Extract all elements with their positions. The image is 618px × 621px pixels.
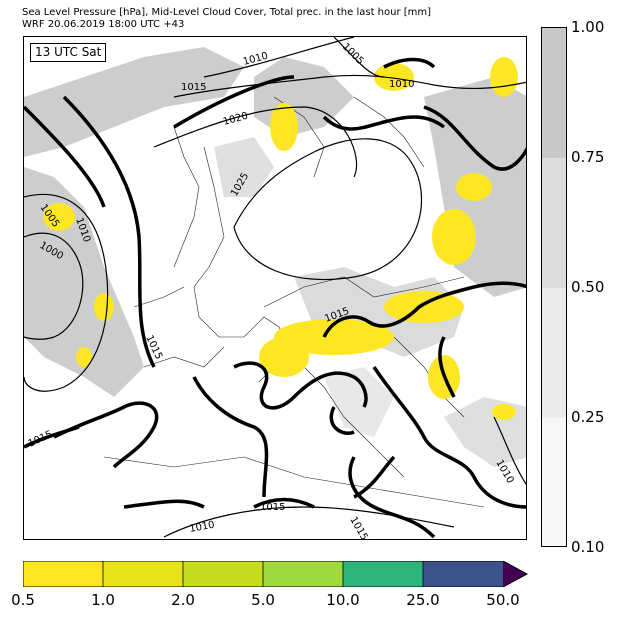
precip-colorbar-tick: 2.0	[171, 591, 195, 609]
isobars-thin	[24, 37, 526, 538]
cloud-colorbar-segment	[542, 288, 566, 418]
cloud-colorbar-tick: 0.50	[571, 278, 605, 296]
precip-colorbar-extend-arrow	[503, 561, 527, 587]
isobar-label: 1015	[181, 82, 206, 93]
isobar-label: 1010	[389, 79, 414, 90]
cloud-colorbar-segment	[542, 158, 566, 288]
precipitation-colorbar	[23, 561, 529, 587]
precipitation-layer	[43, 57, 518, 420]
cloud-cover-colorbar	[541, 27, 567, 547]
chart-subtitle: WRF 20.06.2019 18:00 UTC +43	[22, 19, 185, 30]
isobar-label: 1010	[189, 520, 216, 535]
isobar-label: 1015	[347, 515, 369, 540]
precip-colorbar-tick: 5.0	[251, 591, 275, 609]
precip-colorbar-segment	[23, 561, 103, 587]
precip-colorbar-segment	[103, 561, 183, 587]
forecast-time-label: 13 UTC Sat	[30, 43, 107, 62]
isobar-label: 1020	[222, 111, 249, 128]
precip-colorbar-tick: 1.0	[91, 591, 115, 609]
isobar-label: 1010	[242, 51, 269, 68]
cloud-colorbar-tick: 1.00	[571, 18, 605, 36]
isobar-label: 1015	[260, 502, 285, 513]
precip-colorbar-tick: 50.0	[486, 591, 520, 609]
chart-title: Sea Level Pressure [hPa], Mid-Level Clou…	[22, 7, 432, 18]
isobar-label: 1005	[340, 41, 366, 67]
precip-colorbar-tick: 0.5	[11, 591, 35, 609]
precip-colorbar-segment	[183, 561, 263, 587]
precip-colorbar-segment	[263, 561, 343, 587]
isobars-thick	[24, 57, 526, 539]
cloud-colorbar-tick: 0.25	[571, 408, 605, 426]
precip-colorbar-tick: 25.0	[406, 591, 440, 609]
precip-colorbar-segment	[423, 561, 503, 587]
cloud-colorbar-segment	[542, 28, 566, 158]
isobar-label: 1015	[27, 429, 55, 450]
cloud-colorbar-tick: 0.10	[571, 538, 605, 556]
weather-map: 1010 1005 1015 1010 1020 1025 1005 1010 …	[23, 36, 527, 540]
precip-colorbar-segment	[343, 561, 423, 587]
cloud-colorbar-tick: 0.75	[571, 148, 605, 166]
coastlines	[103, 96, 485, 508]
precip-colorbar-tick: 10.0	[326, 591, 360, 609]
cloud-colorbar-segment	[542, 418, 566, 546]
isobar-label: 1010	[493, 458, 515, 486]
